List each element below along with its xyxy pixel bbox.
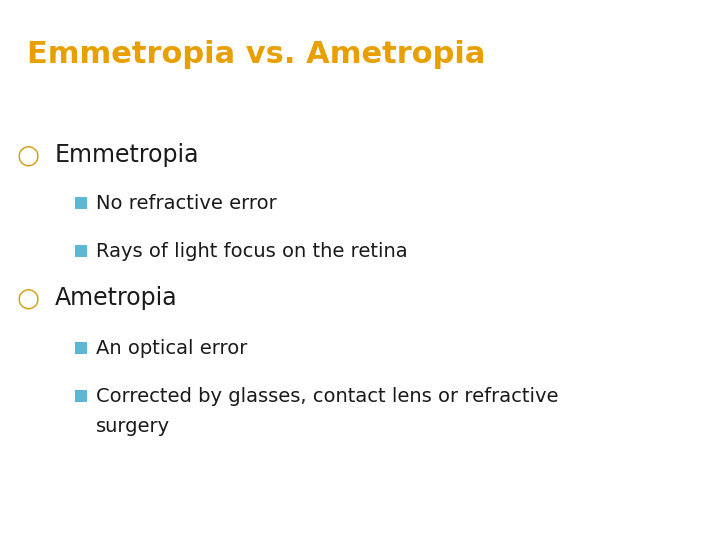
Text: No refractive error: No refractive error [96, 194, 276, 213]
Bar [75, 342, 87, 354]
Text: ○: ○ [17, 285, 40, 311]
Text: surgery: surgery [96, 417, 170, 436]
Bar [75, 197, 87, 209]
Bar [75, 390, 87, 402]
Text: Corrected by glasses, contact lens or refractive: Corrected by glasses, contact lens or re… [96, 387, 559, 406]
Text: Emmetropia vs. Ametropia: Emmetropia vs. Ametropia [27, 40, 486, 70]
Text: Emmetropia: Emmetropia [55, 143, 199, 167]
Bar [75, 245, 87, 257]
Text: Rays of light focus on the retina: Rays of light focus on the retina [96, 241, 408, 261]
Text: ○: ○ [17, 142, 40, 168]
Text: An optical error: An optical error [96, 339, 248, 357]
Text: Ametropia: Ametropia [55, 286, 178, 310]
